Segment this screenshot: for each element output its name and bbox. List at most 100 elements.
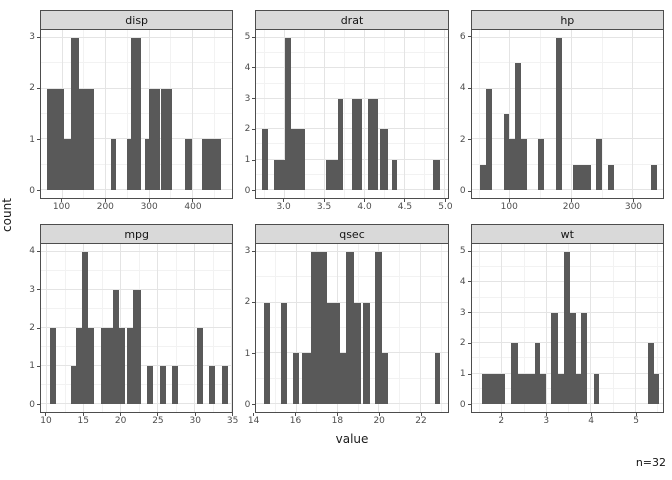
histogram-bar	[78, 88, 95, 190]
histogram-bar	[391, 159, 398, 191]
x-tick-label: 22	[415, 416, 427, 426]
y-axis: 0 1 2 3 4 5	[237, 29, 256, 199]
histogram-bar	[196, 328, 203, 405]
facet-strip-label: hp	[560, 13, 575, 27]
gridline-major-horizontal	[41, 250, 233, 252]
histogram-bar	[133, 290, 141, 405]
histogram-bar	[558, 373, 564, 405]
gridline-minor-horizontal	[256, 113, 448, 114]
y-tick-mark	[467, 281, 471, 283]
gridline-major-horizontal	[41, 37, 233, 39]
gridline-minor-vertical	[423, 30, 425, 198]
gridline-major-vertical	[443, 30, 445, 198]
x-tick-label: 3.5	[316, 202, 332, 212]
y-tick-label: 6	[459, 31, 466, 42]
gridline-minor-vertical	[440, 244, 442, 412]
y-tick-label: 2	[29, 83, 35, 94]
facet-disp: disp 0 1 2 3 100 200 300 400	[22, 10, 234, 215]
histogram-bar	[145, 139, 149, 190]
x-tick-mark	[120, 413, 122, 416]
gridline-minor-horizontal	[256, 82, 448, 84]
histogram-bar	[515, 63, 521, 191]
x-tick-mark	[45, 413, 47, 416]
y-tick-mark	[252, 190, 256, 192]
x-tick-mark	[420, 413, 422, 416]
histogram-bar	[511, 343, 518, 405]
gridline-major-horizontal	[471, 138, 663, 140]
gridline-major-vertical	[295, 244, 297, 412]
y-tick-mark	[252, 353, 256, 355]
gridline-major-vertical	[191, 30, 193, 198]
histogram-bar	[63, 139, 71, 190]
x-tick-label: 35	[226, 416, 239, 426]
gridline-major-vertical	[120, 244, 122, 412]
histogram-bar	[201, 139, 222, 190]
facet-strip: hp	[470, 10, 664, 29]
gridline-minor-vertical	[523, 244, 525, 412]
y-tick-mark	[467, 373, 471, 375]
x-tick-mark	[82, 413, 84, 416]
histogram-bar	[534, 343, 540, 405]
facet-drat: drat 0 1 2 3 4 5 3.0 3.5 4.0 4.5 5.0	[237, 10, 453, 215]
histogram-bar	[569, 312, 576, 405]
histogram-bar	[352, 98, 362, 191]
histogram-bar	[149, 88, 160, 190]
gridline-major-horizontal	[256, 67, 448, 69]
y-tick-mark	[467, 312, 471, 314]
gridline-minor-horizontal	[471, 62, 663, 64]
histogram-bar	[119, 328, 126, 405]
x-tick-mark	[508, 199, 510, 202]
x-tick-mark	[323, 199, 325, 202]
gridline-major-vertical	[632, 30, 634, 198]
plot-panel	[255, 243, 449, 413]
y-tick-label: 0	[459, 186, 466, 197]
histogram-bar	[594, 373, 600, 405]
x-tick-label: 4.0	[357, 202, 372, 212]
histogram-bar	[82, 252, 89, 405]
y-tick-mark	[467, 190, 471, 192]
y-tick-mark	[467, 139, 471, 141]
gridline-minor-vertical	[263, 30, 265, 198]
y-tick-mark	[467, 36, 471, 38]
x-tick-label: 100	[500, 202, 518, 212]
gridline-minor-vertical	[612, 244, 614, 412]
facet-strip-label: drat	[340, 13, 364, 27]
x-tick-label: 4.5	[397, 202, 413, 212]
facet-strip: mpg	[40, 224, 234, 243]
x-tick-mark	[194, 413, 196, 416]
y-tick-mark	[252, 301, 256, 303]
histogram-bar	[520, 139, 527, 191]
y-tick-label: 4	[244, 62, 251, 73]
y-axis: 0 1 2 3 4	[22, 243, 40, 413]
gridline-major-vertical	[403, 30, 405, 198]
gridline-minor-vertical	[303, 30, 305, 198]
histogram-bar	[100, 328, 113, 405]
x-tick-mark	[295, 413, 296, 416]
y-tick-label: 4	[29, 246, 35, 257]
x-tick-mark	[635, 413, 637, 416]
y-axis: 0 1 2 3	[22, 29, 40, 199]
histogram-bar	[563, 251, 570, 405]
gridline-minor-vertical	[343, 30, 345, 198]
histogram-bar	[111, 139, 116, 190]
gridline-major-horizontal	[471, 250, 663, 252]
y-tick-label: 4	[459, 83, 466, 94]
facet-strip: wt	[470, 224, 664, 243]
x-tick-mark	[364, 199, 366, 202]
gridline-major-horizontal	[471, 87, 663, 89]
gridline-major-vertical	[419, 244, 421, 412]
x-axis: 100 200 300 400	[40, 199, 233, 215]
facet-mpg: mpg 0 1 2 3 4 10 15 20 25 30 35	[22, 224, 238, 429]
gridline-minor-vertical	[657, 244, 659, 412]
gridline-minor-vertical	[175, 244, 177, 412]
histogram-bar	[517, 373, 535, 405]
y-tick-label: 3	[29, 284, 35, 295]
x-tick-mark	[590, 413, 592, 416]
histogram-bar	[292, 353, 299, 404]
x-tick-label: 15	[77, 416, 90, 426]
x-tick-label: 25	[152, 416, 164, 426]
histogram-bar	[281, 302, 287, 404]
x-tick-label: 18	[331, 416, 344, 426]
y-tick-label: 2	[244, 124, 251, 135]
gridline-major-vertical	[509, 30, 511, 198]
